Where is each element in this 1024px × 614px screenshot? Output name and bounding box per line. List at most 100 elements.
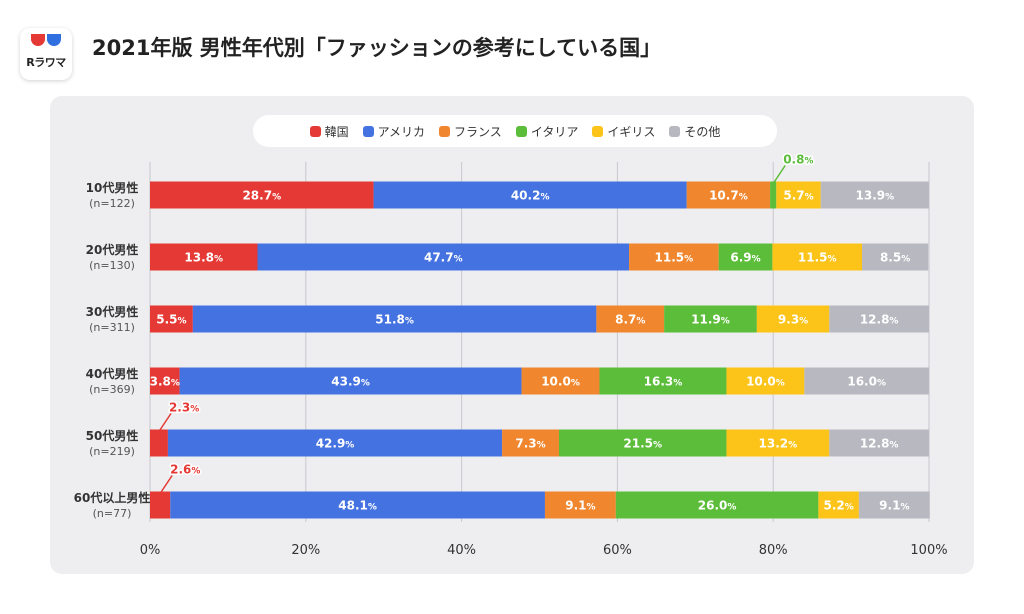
data-label: 7.3% — [515, 437, 545, 451]
page-title: 2021年版 男性年代別「ファッションの参考にしている国」 — [92, 36, 662, 60]
data-label: 8.5% — [880, 251, 910, 265]
x-tick-label: 60% — [603, 543, 632, 558]
data-label: 47.7% — [424, 251, 463, 265]
logo-red-cup-icon — [31, 34, 45, 46]
legend-item: その他 — [669, 123, 720, 140]
brand-logo: Rラワマ — [20, 28, 72, 80]
category-count: (n=219) — [89, 445, 135, 458]
leader-line — [158, 413, 172, 432]
bar-segment — [150, 367, 180, 395]
data-label: 11.5% — [655, 251, 694, 265]
data-label: 6.9% — [730, 251, 760, 265]
data-label: 9.1% — [565, 499, 595, 513]
category-count: (n=311) — [89, 321, 135, 334]
bar-segment — [776, 181, 821, 209]
x-tick-label: 80% — [759, 543, 788, 558]
data-label: 12.8% — [860, 437, 899, 451]
data-label: 13.8% — [184, 251, 223, 265]
category-count: (n=130) — [89, 259, 135, 272]
data-label: 26.0% — [698, 499, 737, 513]
bar-segment — [521, 367, 600, 395]
data-label: 11.9% — [691, 313, 730, 327]
data-label: 42.9% — [316, 437, 355, 451]
bar-segment — [726, 367, 805, 395]
leader-line — [159, 475, 173, 494]
legend-label: イタリア — [530, 124, 579, 139]
category-count: (n=122) — [89, 197, 135, 210]
bar-segment — [558, 429, 727, 457]
data-label: 12.8% — [860, 313, 899, 327]
category-label: 30代男性 — [86, 304, 139, 319]
legend-item: 韓国 — [309, 123, 349, 140]
legend-swatch — [669, 125, 681, 137]
legend-swatch — [439, 125, 451, 137]
bar-segment — [818, 491, 859, 519]
category-label: 10代男性 — [86, 180, 139, 195]
data-label: 3.8% — [150, 375, 180, 389]
legend-label: アメリカ — [377, 124, 426, 139]
data-label: 48.1% — [338, 499, 377, 513]
bar-segment — [150, 429, 168, 457]
category-label: 20代男性 — [86, 242, 139, 257]
category-count: (n=369) — [89, 383, 135, 396]
legend-swatch — [309, 125, 321, 137]
bar-segment — [192, 305, 597, 333]
data-label: 2.3% — [169, 401, 199, 415]
data-label: 5.5% — [156, 313, 186, 327]
x-tick-label: 20% — [291, 543, 320, 558]
bar-segment — [544, 491, 616, 519]
bar-segment — [829, 305, 929, 333]
logo-text: Rラワマ — [26, 56, 66, 69]
category-label: 50代男性 — [86, 428, 139, 443]
data-label: 13.9% — [856, 189, 895, 203]
legend-label: その他 — [684, 124, 721, 139]
legend-item: イタリア — [515, 123, 579, 140]
data-label: 40.2% — [511, 189, 550, 203]
data-label: 10.0% — [746, 375, 785, 389]
category-count: (n=77) — [93, 507, 132, 520]
bar-segment — [599, 367, 727, 395]
bar-segment — [686, 181, 771, 209]
data-label: 11.5% — [798, 251, 837, 265]
data-label: 16.3% — [644, 375, 683, 389]
x-tick-label: 0% — [140, 543, 161, 558]
legend-label: 韓国 — [324, 124, 349, 139]
legend-item: アメリカ — [362, 123, 426, 140]
legend-swatch — [592, 125, 604, 137]
legend-swatch — [362, 125, 374, 137]
data-label: 0.8% — [783, 153, 813, 167]
data-label: 9.3% — [778, 313, 808, 327]
data-label: 9.1% — [879, 499, 909, 513]
x-tick-label: 100% — [910, 543, 947, 558]
bar-segment — [804, 367, 929, 395]
bar-segment — [150, 181, 374, 209]
bar-segment — [179, 367, 522, 395]
category-label: 40代男性 — [86, 366, 139, 381]
data-label: 10.0% — [541, 375, 580, 389]
legend-swatch — [515, 125, 527, 137]
data-label: 13.2% — [759, 437, 798, 451]
leader-line — [772, 165, 786, 184]
bar-segment — [772, 243, 863, 271]
bar-segment — [150, 305, 193, 333]
header: Rラワマ 2021年版 男性年代別「ファッションの参考にしている国」 — [0, 0, 1024, 90]
bar-segment — [820, 181, 929, 209]
bar-segment — [718, 243, 773, 271]
bar-segment — [615, 491, 819, 519]
bar-segment — [858, 491, 930, 519]
legend-item: イギリス — [592, 123, 655, 140]
legend-label: フランス — [454, 124, 502, 139]
logo-blue-cup-icon — [47, 34, 61, 46]
data-label: 5.7% — [783, 189, 813, 203]
bar-segment — [756, 305, 830, 333]
bar-segment — [170, 491, 545, 519]
bar-segment — [629, 243, 719, 271]
bar-segment — [829, 429, 929, 457]
bar-segment — [770, 181, 777, 209]
bar-segment — [502, 429, 559, 457]
legend-item: フランス — [439, 123, 502, 140]
data-label: 2.6% — [170, 463, 200, 477]
bar-segment — [150, 491, 171, 519]
data-label: 21.5% — [623, 437, 662, 451]
